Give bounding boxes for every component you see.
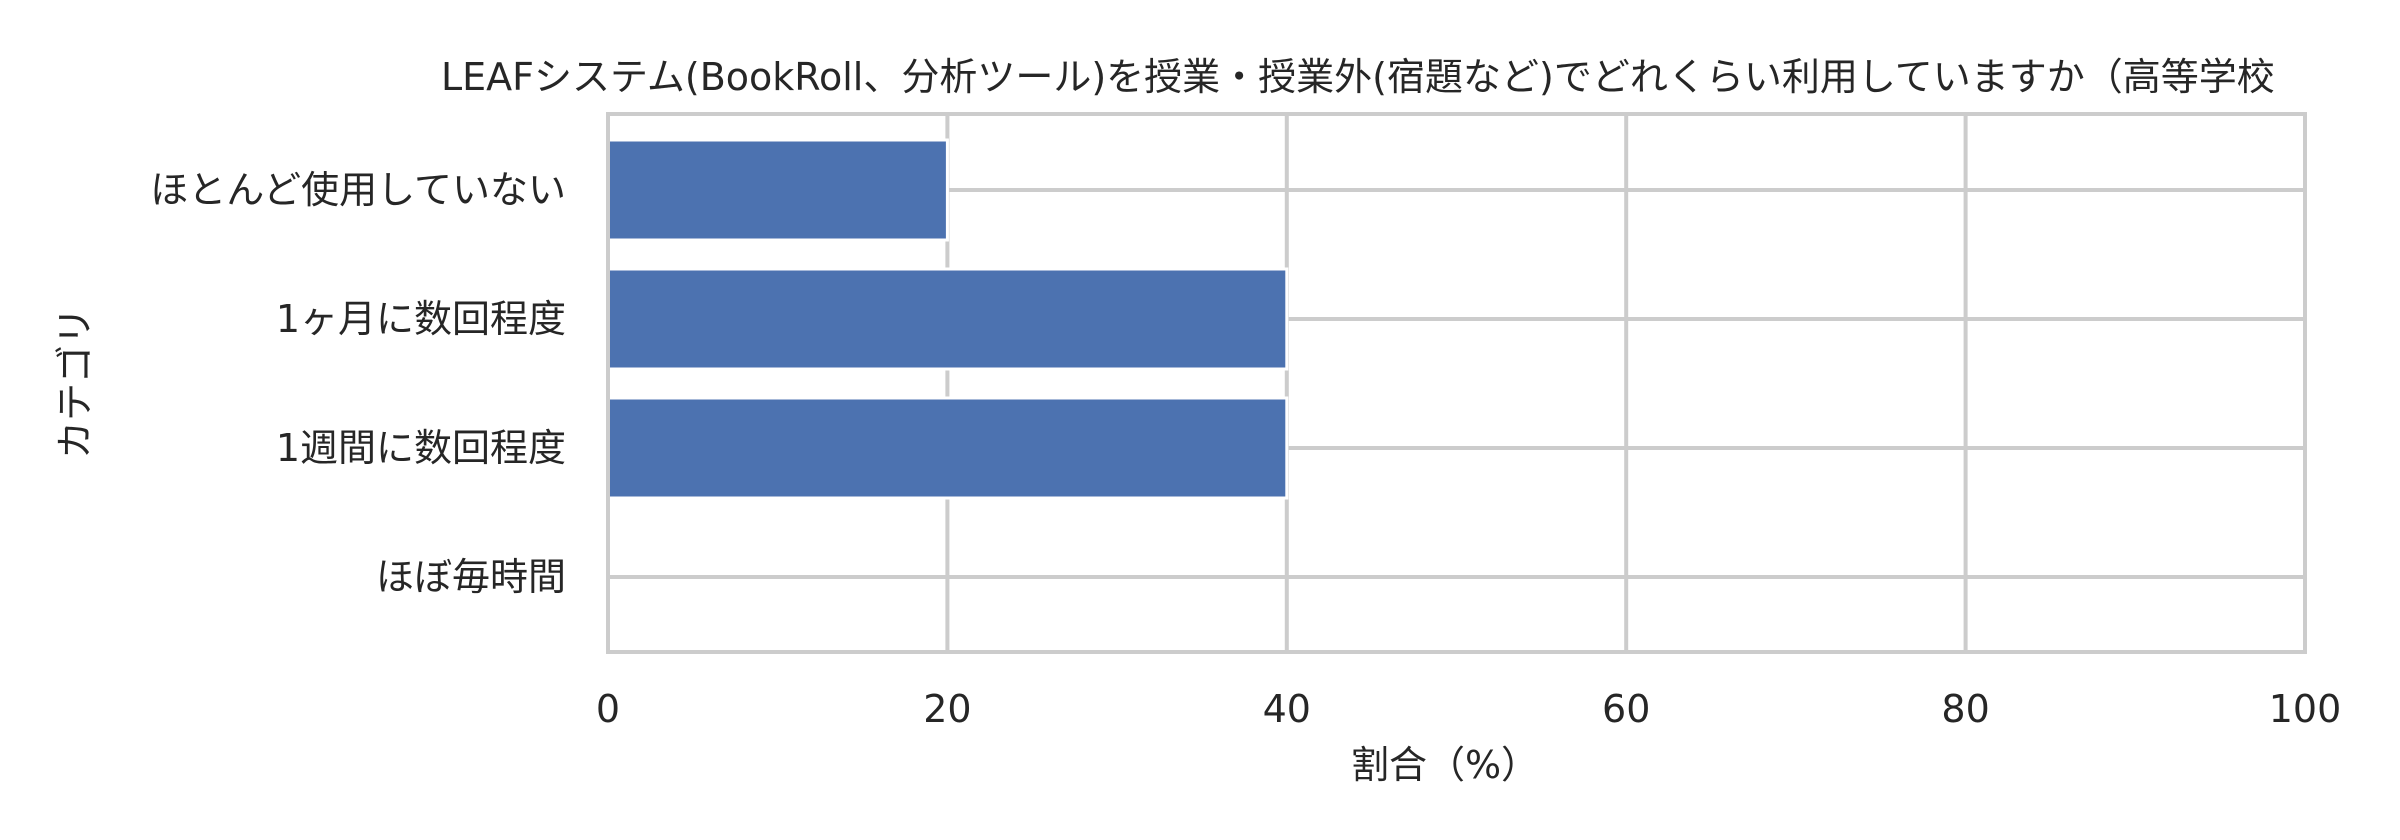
- x-tick-label: 60: [1602, 687, 1650, 731]
- y-tick-label: ほとんど使用していない: [150, 168, 566, 212]
- x-tick-label: 20: [923, 687, 971, 731]
- x-tick-label: 0: [596, 687, 620, 731]
- y-tick-label: 1週間に数回程度: [276, 426, 566, 470]
- bar: [606, 396, 1289, 500]
- x-tick-label: 80: [1941, 687, 1989, 731]
- tick-layer: 0 20 40 60 80 100 ほとんど使用していない 1ヶ月に数回程度 1週間に数回程度ほ…: [150, 168, 2341, 731]
- bar: [606, 138, 949, 242]
- bar: [606, 267, 1289, 371]
- x-tick-label: 40: [1263, 687, 1311, 731]
- bar-layer: [606, 138, 1289, 500]
- y-axis-label: カテゴリ: [53, 307, 97, 459]
- x-axis-label: 割合（%）: [1351, 743, 1539, 787]
- y-tick-label: ほぼ毎時間: [376, 555, 566, 599]
- chart-title: LEAFシステム(BookRoll、分析ツール)を授業・授業外(宿題など)でどれ…: [441, 55, 2275, 99]
- y-tick-label: 1ヶ月に数回程度: [276, 297, 566, 341]
- plot-frame: [606, 112, 2307, 654]
- x-tick-label: 100: [2269, 687, 2342, 731]
